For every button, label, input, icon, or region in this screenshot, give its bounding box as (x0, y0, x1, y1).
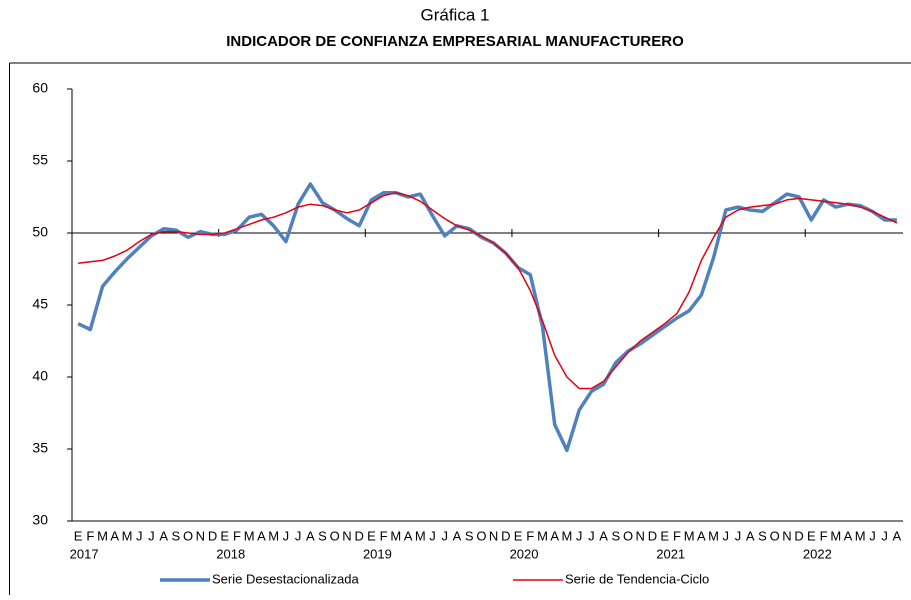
x-tick-label: N (196, 528, 205, 543)
y-tick-label: 35 (32, 440, 48, 456)
x-tick-label: M (97, 528, 108, 543)
x-tick-label: E (807, 528, 816, 543)
x-tick-label: M (708, 528, 719, 543)
x-tick-label: J (295, 528, 302, 543)
x-tick-label: S (172, 528, 181, 543)
x-tick-label: E (367, 528, 376, 543)
series-line (77, 182, 897, 453)
x-tick-label: O (330, 528, 340, 543)
year-label: 2018 (216, 546, 245, 561)
year-label: 2021 (656, 546, 685, 561)
x-tick-label: A (159, 528, 168, 543)
x-tick-label: A (257, 528, 266, 543)
x-tick-label: J (136, 528, 143, 543)
y-tick-label: 50 (32, 224, 48, 240)
x-tick-label: M (268, 528, 279, 543)
x-tick-label: O (770, 528, 780, 543)
legend-label: Serie Desestacionalizada (212, 571, 359, 586)
x-tick-label: N (342, 528, 351, 543)
x-tick-label: F (673, 528, 681, 543)
x-tick-label: N (636, 528, 645, 543)
y-tick-label: 55 (32, 152, 48, 168)
x-tick-label: J (429, 528, 436, 543)
x-tick-label: N (489, 528, 498, 543)
x-tick-label: A (893, 528, 902, 543)
x-tick-label: A (404, 528, 413, 543)
x-tick-label: M (855, 528, 866, 543)
x-tick-label: F (820, 528, 828, 543)
x-tick-label: A (697, 528, 706, 543)
x-tick-label: O (476, 528, 486, 543)
x-tick-label: M (830, 528, 841, 543)
x-tick-label: D (208, 528, 217, 543)
x-tick-label: M (537, 528, 548, 543)
x-tick-label: A (746, 528, 755, 543)
x-tick-label: A (550, 528, 559, 543)
x-tick-label: S (758, 528, 767, 543)
year-label: 2022 (803, 546, 832, 561)
x-tick-label: D (794, 528, 803, 543)
x-tick-label: A (306, 528, 315, 543)
chart-subtitle: INDICADOR DE CONFIANZA EMPRESARIAL MANUF… (226, 33, 684, 50)
x-tick-label: F (233, 528, 241, 543)
x-tick-label: F (86, 528, 94, 543)
x-tick-label: A (110, 528, 119, 543)
x-tick-label: O (183, 528, 193, 543)
x-tick-label: M (684, 528, 695, 543)
series-line (78, 191, 898, 390)
x-tick-label: J (723, 528, 730, 543)
x-tick-label: J (881, 528, 888, 543)
x-tick-label: D (354, 528, 363, 543)
x-tick-label: M (562, 528, 573, 543)
x-tick-label: A (453, 528, 462, 543)
x-tick-label: J (735, 528, 742, 543)
x-tick-label: E (660, 528, 669, 543)
y-tick-label: 40 (32, 368, 48, 384)
x-tick-label: J (588, 528, 595, 543)
x-tick-label: J (869, 528, 876, 543)
x-tick-label: A (599, 528, 608, 543)
x-tick-label: M (415, 528, 426, 543)
x-tick-label: A (844, 528, 853, 543)
x-tick-label: M (390, 528, 401, 543)
x-tick-label: S (465, 528, 474, 543)
x-tick-label: M (244, 528, 255, 543)
year-label: 2020 (510, 546, 539, 561)
x-tick-label: N (782, 528, 791, 543)
year-label: 2017 (70, 546, 99, 561)
x-tick-label: J (576, 528, 583, 543)
x-tick-label: F (380, 528, 388, 543)
x-tick-label: J (441, 528, 448, 543)
x-tick-label: S (318, 528, 327, 543)
y-tick-label: 30 (32, 512, 48, 528)
x-tick-label: F (526, 528, 534, 543)
x-tick-label: E (220, 528, 229, 543)
year-label: 2019 (363, 546, 392, 561)
legend-label: Serie de Tendencia-Ciclo (565, 571, 709, 586)
x-tick-label: O (623, 528, 633, 543)
x-tick-label: D (648, 528, 657, 543)
x-tick-label: J (148, 528, 155, 543)
y-tick-label: 60 (32, 80, 48, 96)
x-tick-label: E (74, 528, 83, 543)
x-tick-label: E (514, 528, 523, 543)
chart-title: Gráfica 1 (421, 5, 490, 24)
x-tick-label: S (611, 528, 620, 543)
x-tick-label: J (283, 528, 290, 543)
x-tick-label: D (501, 528, 510, 543)
x-tick-label: M (122, 528, 133, 543)
y-tick-label: 45 (32, 296, 48, 312)
